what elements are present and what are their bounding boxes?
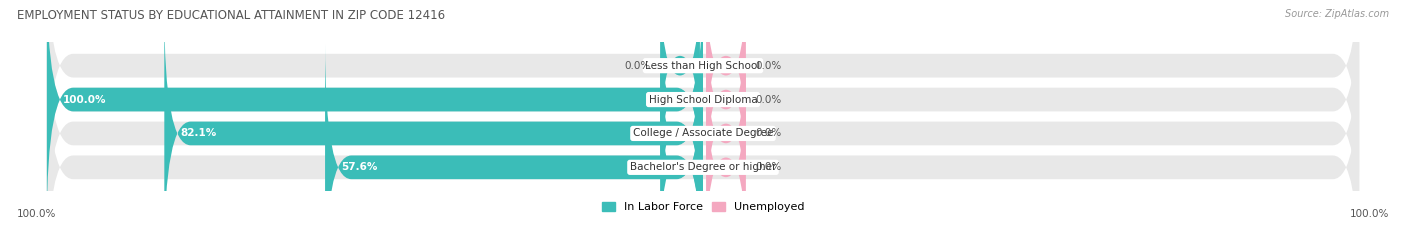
Text: Source: ZipAtlas.com: Source: ZipAtlas.com <box>1285 9 1389 19</box>
FancyBboxPatch shape <box>46 44 1360 233</box>
Text: 100.0%: 100.0% <box>63 95 107 105</box>
Text: College / Associate Degree: College / Associate Degree <box>633 128 773 138</box>
Text: 82.1%: 82.1% <box>181 128 217 138</box>
Text: 0.0%: 0.0% <box>755 128 782 138</box>
Legend: In Labor Force, Unemployed: In Labor Force, Unemployed <box>602 202 804 212</box>
FancyBboxPatch shape <box>661 75 700 233</box>
FancyBboxPatch shape <box>46 0 703 223</box>
FancyBboxPatch shape <box>661 0 700 158</box>
FancyBboxPatch shape <box>325 44 703 233</box>
Text: EMPLOYMENT STATUS BY EDUCATIONAL ATTAINMENT IN ZIP CODE 12416: EMPLOYMENT STATUS BY EDUCATIONAL ATTAINM… <box>17 9 444 22</box>
FancyBboxPatch shape <box>46 0 1360 189</box>
Text: Bachelor's Degree or higher: Bachelor's Degree or higher <box>630 162 776 172</box>
Text: 100.0%: 100.0% <box>1350 209 1389 219</box>
FancyBboxPatch shape <box>661 42 700 225</box>
Text: 0.0%: 0.0% <box>624 61 651 71</box>
FancyBboxPatch shape <box>46 0 1360 223</box>
Text: High School Diploma: High School Diploma <box>648 95 758 105</box>
FancyBboxPatch shape <box>706 75 745 233</box>
Text: Less than High School: Less than High School <box>645 61 761 71</box>
FancyBboxPatch shape <box>706 0 745 158</box>
Text: 0.0%: 0.0% <box>755 95 782 105</box>
FancyBboxPatch shape <box>706 8 745 191</box>
Text: 0.0%: 0.0% <box>755 61 782 71</box>
FancyBboxPatch shape <box>661 8 700 191</box>
FancyBboxPatch shape <box>46 10 1360 233</box>
Text: 100.0%: 100.0% <box>17 209 56 219</box>
FancyBboxPatch shape <box>706 42 745 225</box>
FancyBboxPatch shape <box>165 10 703 233</box>
Text: 0.0%: 0.0% <box>755 162 782 172</box>
Text: 57.6%: 57.6% <box>342 162 378 172</box>
